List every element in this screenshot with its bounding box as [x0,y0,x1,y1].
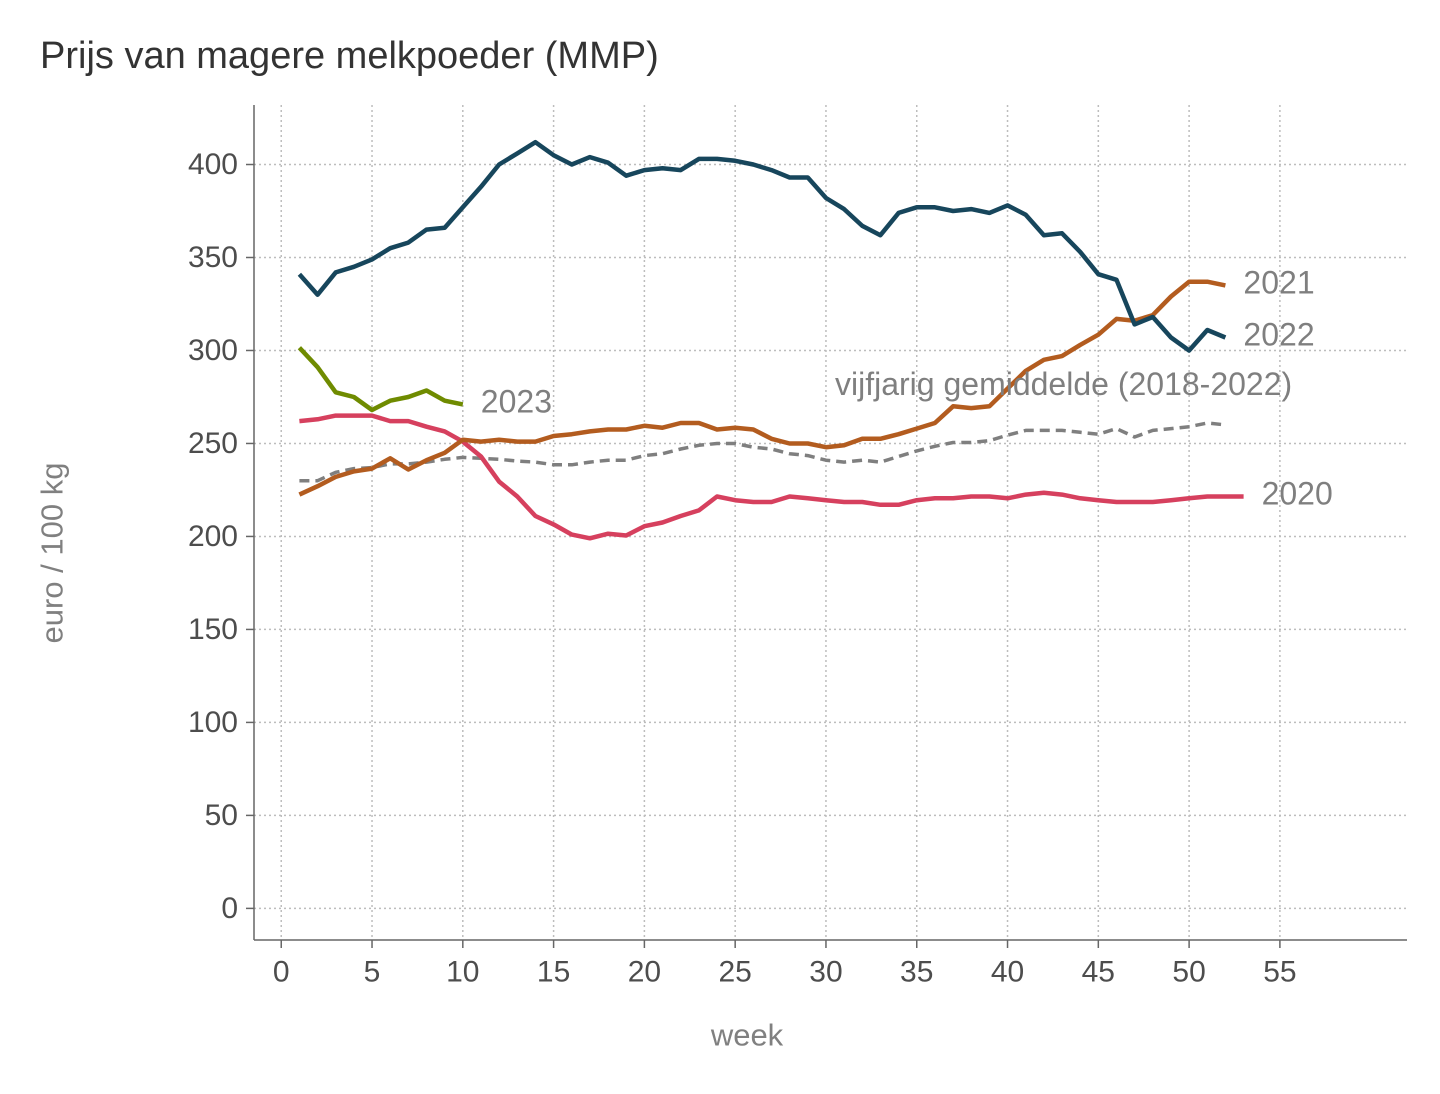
y-tick-label: 250 [188,427,238,460]
x-tick-label: 55 [1263,956,1296,989]
x-tick-label: 15 [537,956,570,989]
y-tick-label: 0 [221,892,238,925]
x-tick-label: 0 [273,956,290,989]
x-tick-label: 10 [446,956,479,989]
x-tick-label: 30 [809,956,842,989]
series-labels: 2020 2021 2022 2023 vijfjarig gemiddelde (20… [481,264,1333,511]
y-tick-label: 350 [188,241,238,274]
x-tick-label: 25 [718,956,751,989]
tick-marks [246,163,1281,948]
x-axis-label: week [710,1018,784,1053]
series-lines [297,139,1244,541]
y-tick-label: 400 [188,148,238,181]
series-line-2022 [297,139,1227,353]
y-axis-label: euro / 100 kg [35,463,70,644]
series-line-five-year-average [299,421,1226,483]
y-tick-label: 300 [188,334,238,367]
gridlines [254,105,1407,940]
x-tick-label: 40 [991,956,1024,989]
y-tick-label: 150 [188,613,238,646]
series-label-2023: 2023 [481,383,552,419]
x-tick-label: 35 [900,956,933,989]
series-line-2020 [299,413,1244,541]
y-tick-label: 100 [188,706,238,739]
series-label-2021: 2021 [1243,264,1314,300]
y-tick-label: 200 [188,520,238,553]
series-line-2021 [298,279,1226,497]
x-tick-label: 45 [1082,956,1115,989]
series-line-2023 [297,346,464,413]
tick-labels: 0 50 100 150 200 250 300 350 400 0 5 10 15 20 25 30 35 40… [188,148,1297,988]
x-tick-label: 5 [364,956,381,989]
chart-title: Prijs van magere melkpoeder (MMP) [40,35,659,77]
series-label-2020: 2020 [1262,475,1333,511]
x-tick-label: 50 [1172,956,1205,989]
series-label-five-year-average: vijfjarig gemiddelde (2018-2022) [835,366,1292,402]
series-label-2022: 2022 [1243,316,1314,352]
y-tick-label: 50 [205,799,238,832]
x-tick-label: 20 [628,956,661,989]
